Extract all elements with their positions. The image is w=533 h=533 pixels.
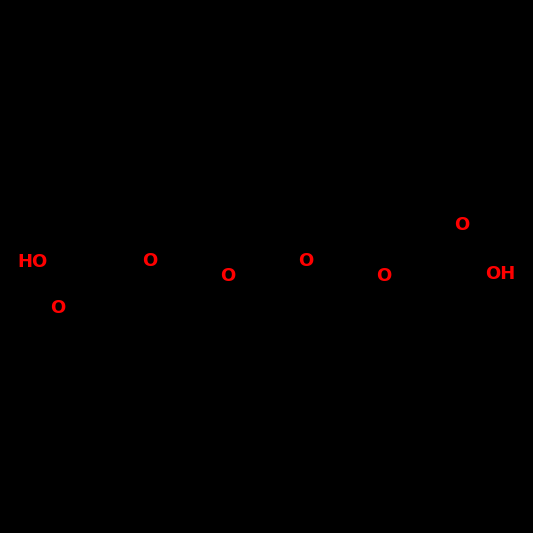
Text: O: O [220,267,235,285]
Text: O: O [454,216,469,234]
Text: HO: HO [18,253,48,271]
Text: OH: OH [485,265,515,284]
Text: O: O [142,252,157,270]
Text: O: O [376,267,391,285]
Text: O: O [298,252,313,270]
Text: O: O [50,299,66,317]
